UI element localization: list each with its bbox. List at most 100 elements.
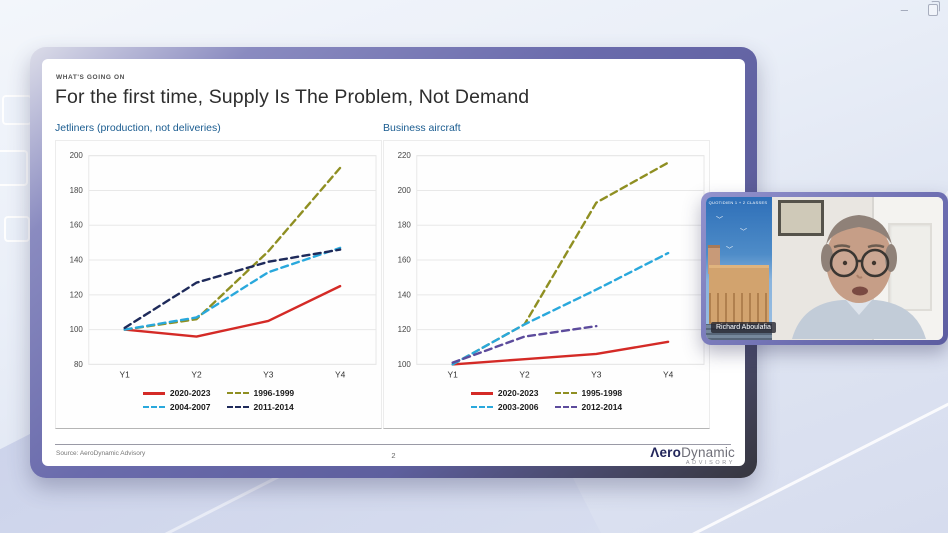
slide-title: For the first time, Supply Is The Proble… (55, 86, 530, 108)
window-controls: – (900, 1, 940, 17)
y-axis-tick: 200 (70, 151, 84, 160)
minimize-button[interactable]: – (900, 2, 908, 17)
series-line-2020-2023 (123, 284, 342, 338)
business-aircraft-chart-svg: 100 120 140 160 180 200 220 Y1 Y2 Y3 Y4 (398, 151, 705, 379)
legend-label: 2012-2014 (581, 402, 623, 412)
x-axis-tick: Y4 (335, 369, 346, 379)
legend-label: 1996-1999 (253, 388, 295, 398)
business-aircraft-chart-legend: 2020-2023 1995-1998 2003-2006 2012-2014 (470, 388, 623, 412)
y-axis-tick: 120 (398, 325, 412, 334)
legend-item-2011-2014: 2011-2014 (226, 402, 295, 412)
eyebrow-left (833, 244, 851, 249)
collar (846, 300, 872, 315)
legend-marker (554, 406, 577, 408)
series-line-2020-2023 (451, 340, 670, 366)
legend-label: 1995-1998 (581, 388, 623, 398)
logo-text-aero: Λero (650, 445, 682, 460)
x-axis-tick: Y1 (448, 369, 459, 379)
nose (856, 274, 863, 279)
legend-label: 2003-2006 (497, 402, 539, 412)
series-line-2012-2014 (451, 324, 598, 364)
shirt (792, 300, 926, 339)
page-number: 2 (391, 451, 396, 460)
legend-item-2020-2023: 2020-2023 (142, 388, 211, 398)
legend-label: 2011-2014 (253, 402, 294, 412)
y-axis-tick: 160 (70, 221, 84, 230)
background-tile (2, 95, 32, 125)
series-line-2003-2006 (451, 251, 670, 366)
bird-icon: ﹀ (726, 247, 733, 254)
background-tile (0, 150, 28, 186)
y-axis-tick: 120 (70, 290, 84, 299)
y-axis-tick: 140 (70, 256, 84, 265)
eye-left (842, 260, 848, 266)
legend-marker (142, 391, 165, 395)
bird-icon: ﹀ (716, 217, 723, 224)
business-aircraft-chart: Business aircraft 100 120 140 160 180 200 220 Y… (383, 122, 710, 429)
webcam-video: QUOTIDIEN 1 + 2 CLASSES ﹀ ﹀ ﹀ (706, 197, 943, 340)
eye-right (871, 260, 877, 266)
legend-item-2003-2006: 2003-2006 (470, 402, 539, 412)
poster-palace (709, 265, 769, 324)
x-axis-tick: Y2 (191, 369, 202, 379)
logo-subtitle: ADVISORY (685, 459, 735, 466)
background-tile (4, 216, 30, 242)
legend-item-2012-2014: 2012-2014 (554, 402, 623, 412)
legend-marker (554, 392, 577, 394)
jetliners-chart: Jetliners (production, not deliveries) 8… (55, 122, 382, 429)
legend-item-1995-1998: 1995-1998 (554, 388, 623, 398)
x-axis-tick: Y3 (263, 369, 274, 379)
slide-eyebrow: WHAT'S GOING ON (56, 74, 125, 81)
legend-label: 2020-2023 (497, 388, 539, 398)
x-axis-tick: Y4 (663, 369, 674, 379)
y-axis-tick: 140 (398, 290, 412, 299)
y-axis-tick: 80 (74, 360, 83, 369)
person-richard-aboulafia (792, 215, 926, 339)
x-axis-tick: Y1 (120, 369, 131, 379)
series-line-1995-1998 (451, 161, 670, 366)
legend-marker (226, 406, 249, 408)
footer-divider (55, 444, 731, 445)
legend-item-1996-1999: 1996-1999 (226, 388, 295, 398)
y-axis-tick: 180 (70, 186, 84, 195)
picture-frame (778, 200, 824, 236)
travel-poster: QUOTIDIEN 1 + 2 CLASSES ﹀ ﹀ ﹀ (706, 197, 772, 340)
legend-label: 2020-2023 (169, 388, 211, 398)
y-axis-tick: 220 (398, 151, 412, 160)
jetliners-chart-plot: 80 100 120 140 160 180 200 Y1 Y2 Y3 Y4 2020-2023 19… (55, 140, 382, 429)
participant-name-tag: Richard Aboulafia (711, 322, 776, 333)
mouth (852, 286, 868, 296)
source-note: Source: AeroDynamic Advisory (56, 450, 146, 457)
webcam-overlay[interactable]: QUOTIDIEN 1 + 2 CLASSES ﹀ ﹀ ﹀ (701, 192, 948, 345)
y-axis-tick: 160 (398, 256, 412, 265)
x-axis-tick: Y3 (591, 369, 602, 379)
plot-border (88, 155, 377, 365)
series-line-2011-2014 (123, 248, 342, 330)
business-aircraft-chart-title: Business aircraft (383, 122, 461, 134)
slide-frame: WHAT'S GOING ON For the first time, Supp… (30, 47, 757, 478)
logo-text-dynamic: Dynamic (681, 445, 735, 460)
legend-item-2004-2007: 2004-2007 (142, 402, 211, 412)
y-axis-tick: 200 (398, 186, 412, 195)
hair (826, 215, 892, 245)
bird-icon: ﹀ (740, 229, 747, 236)
eyebrow-right (867, 244, 885, 249)
legend-label: 2004-2007 (169, 402, 211, 412)
series-line-2004-2007 (123, 246, 342, 331)
series-line-1996-1999 (123, 166, 342, 331)
legend-marker (226, 392, 249, 394)
legend-marker (470, 406, 493, 408)
jetliners-chart-legend: 2020-2023 1996-1999 2004-2007 2011-2014 (142, 388, 295, 412)
presentation-slide: WHAT'S GOING ON For the first time, Supp… (42, 59, 745, 466)
restore-window-icon[interactable] (928, 1, 940, 16)
legend-marker (142, 406, 165, 408)
y-axis-tick: 180 (398, 221, 412, 230)
legend-marker (470, 391, 493, 395)
aerodynamic-logo: ΛeroDynamic ADVISORY (650, 446, 735, 466)
poster-text: QUOTIDIEN 1 + 2 CLASSES (708, 200, 768, 205)
y-axis-tick: 100 (398, 360, 412, 369)
y-axis-tick: 100 (70, 325, 84, 334)
jetliners-chart-svg: 80 100 120 140 160 180 200 Y1 Y2 Y3 Y4 (70, 151, 377, 379)
jetliners-chart-title: Jetliners (production, not deliveries) (55, 122, 221, 134)
